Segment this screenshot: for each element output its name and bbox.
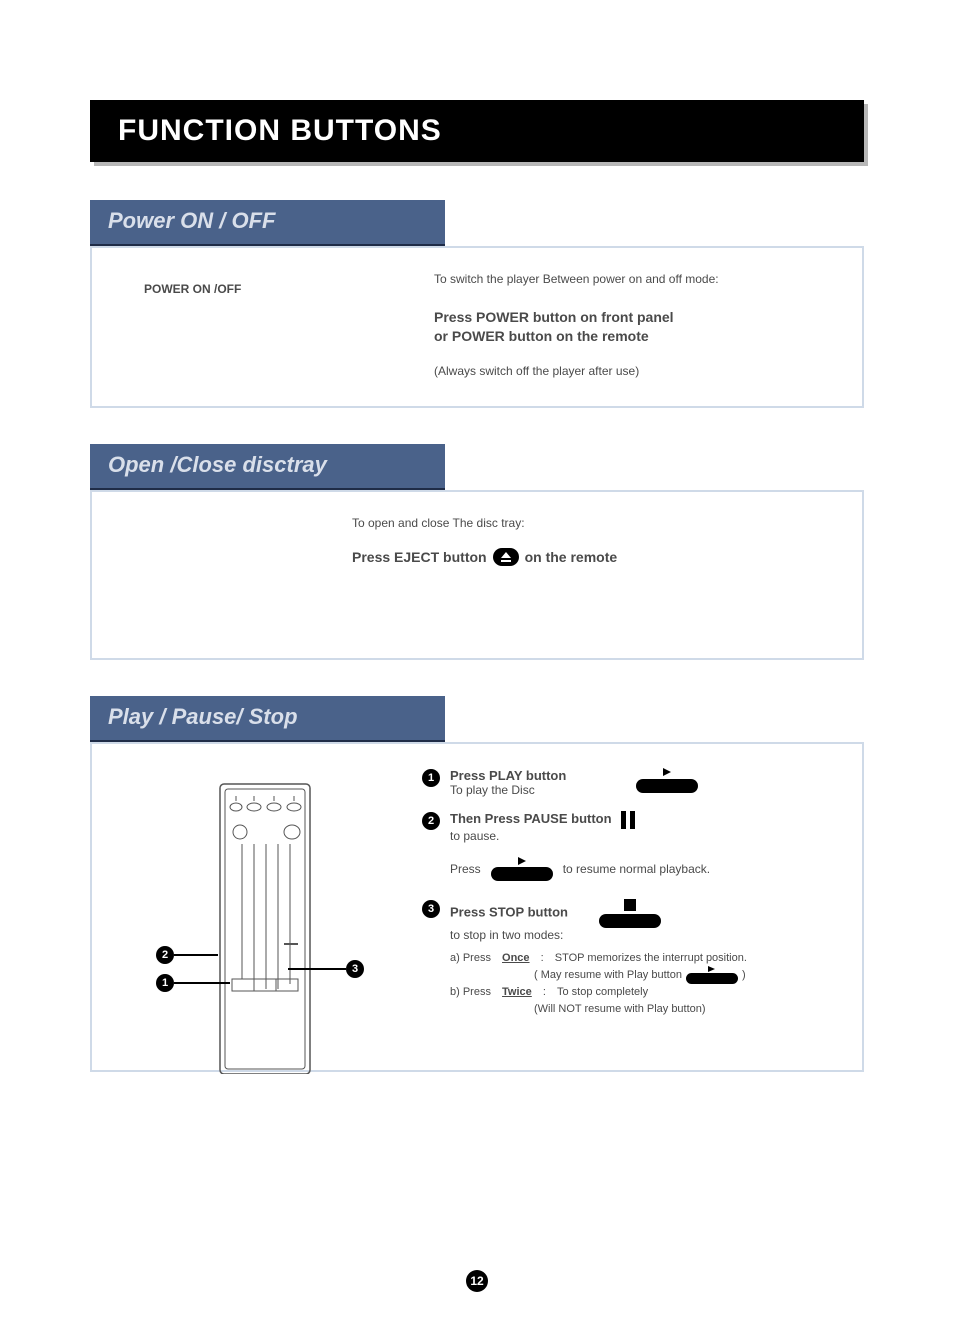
stop-b-key: Twice bbox=[502, 984, 532, 1001]
step-2-sub: to pause. bbox=[450, 829, 499, 843]
play-pill bbox=[636, 779, 698, 793]
stop-a-sub-prefix: ( May resume with Play button bbox=[534, 967, 682, 984]
page-title: FUNCTION BUTTONS bbox=[118, 114, 442, 147]
stop-b-sub-row: (Will NOT resume with Play button) bbox=[534, 1001, 842, 1018]
page-title-bar: FUNCTION BUTTONS bbox=[90, 100, 864, 162]
stop-button-graphic bbox=[599, 899, 661, 928]
resume-prefix: Press bbox=[450, 862, 481, 876]
power-right-content: To switch the player Between power on an… bbox=[434, 272, 840, 378]
play-icon bbox=[663, 768, 671, 776]
resume-suffix: to resume normal playback. bbox=[563, 862, 710, 876]
power-bold-lines: Press POWER button on front panel or POW… bbox=[434, 308, 840, 346]
stop-a-colon: : bbox=[541, 950, 544, 967]
section-heading-openclose-label: Open /Close disctray bbox=[108, 452, 327, 477]
eject-prefix: Press EJECT button bbox=[352, 549, 487, 565]
openclose-intro: To open and close The disc tray: bbox=[352, 516, 840, 530]
step-1-text: Press PLAY button To play the Disc bbox=[450, 768, 566, 797]
power-intro: To switch the player Between power on an… bbox=[434, 272, 840, 286]
step-3-text: Press STOP button to stop in two modes: bbox=[450, 899, 661, 942]
resume-pill bbox=[491, 867, 553, 881]
stop-a-text: STOP memorizes the interrupt position. bbox=[555, 950, 747, 967]
step-3: 3 Press STOP button to stop in two modes… bbox=[422, 899, 842, 942]
step-2: 2 Then Press PAUSE button to pause. bbox=[422, 811, 842, 843]
stop-a-play-graphic bbox=[686, 966, 738, 984]
stop-a-play-icon bbox=[708, 966, 715, 972]
step-3-number: 3 bbox=[422, 900, 440, 918]
callout-line-3 bbox=[288, 968, 346, 970]
step-1-number: 1 bbox=[422, 769, 440, 787]
stop-a-prefix: a) Press bbox=[450, 950, 491, 967]
callout-2: 2 bbox=[156, 946, 174, 964]
section-box-pps: 2 1 3 1 Press PLAY button To play the Di… bbox=[90, 742, 864, 1072]
resume-button-graphic bbox=[491, 857, 553, 881]
stop-pill bbox=[599, 914, 661, 928]
stop-icon bbox=[624, 899, 636, 911]
pause-icon bbox=[621, 811, 635, 829]
page-root: FUNCTION BUTTONS Power ON / OFF POWER ON… bbox=[0, 0, 954, 1340]
remote-illustration: 2 1 3 bbox=[112, 768, 412, 1038]
power-bold-line1: Press POWER button on front panel bbox=[434, 308, 840, 327]
stop-b-row: b) Press Twice : To stop completely bbox=[450, 984, 842, 1001]
stop-b-colon: : bbox=[543, 984, 546, 1001]
callout-line-2 bbox=[174, 954, 218, 956]
power-note: (Always switch off the player after use) bbox=[434, 364, 840, 378]
section-heading-openclose: Open /Close disctray bbox=[90, 444, 445, 490]
step-1-bold: Press PLAY button bbox=[450, 768, 566, 783]
step-3-bold: Press STOP button bbox=[450, 904, 568, 919]
section-heading-pps: Play / Pause/ Stop bbox=[90, 696, 445, 742]
eject-icon bbox=[493, 548, 519, 566]
eject-instruction: Press EJECT button on the remote bbox=[352, 548, 840, 566]
section-heading-power-label: Power ON / OFF bbox=[108, 208, 275, 233]
section-heading-pps-label: Play / Pause/ Stop bbox=[108, 704, 298, 729]
stop-a-row: a) Press Once : STOP memorizes the inter… bbox=[450, 950, 842, 967]
stop-b-sub: (Will NOT resume with Play button) bbox=[534, 1001, 706, 1018]
callout-3: 3 bbox=[346, 960, 364, 978]
step-1-sub: To play the Disc bbox=[450, 783, 535, 797]
power-left-label: POWER ON /OFF bbox=[144, 282, 241, 296]
resume-line: Press to resume normal playback. bbox=[450, 857, 842, 881]
stop-a-key: Once bbox=[502, 950, 530, 967]
stop-a-sub-suffix: ) bbox=[742, 967, 746, 984]
stop-a-pill bbox=[686, 973, 738, 984]
stop-a-sub-row: ( May resume with Play button ) bbox=[534, 966, 842, 984]
remote-svg bbox=[152, 774, 362, 1074]
section-box-power: POWER ON /OFF To switch the player Betwe… bbox=[90, 246, 864, 408]
step-2-number: 2 bbox=[422, 812, 440, 830]
step-3-sub: to stop in two modes: bbox=[450, 928, 563, 942]
step-2-text: Then Press PAUSE button to pause. bbox=[450, 811, 635, 843]
step-1: 1 Press PLAY button To play the Disc bbox=[422, 768, 842, 797]
stop-b-prefix: b) Press bbox=[450, 984, 491, 1001]
page-number: 12 bbox=[466, 1270, 488, 1292]
play-button-graphic bbox=[636, 768, 698, 793]
callout-1: 1 bbox=[156, 974, 174, 992]
stop-b-text: To stop completely bbox=[557, 984, 648, 1001]
eject-suffix: on the remote bbox=[525, 549, 618, 565]
power-bold-line2: or POWER button on the remote bbox=[434, 327, 840, 346]
callout-line-1 bbox=[174, 982, 230, 984]
step-2-bold: Then Press PAUSE button bbox=[450, 811, 612, 826]
section-box-openclose: To open and close The disc tray: Press E… bbox=[90, 490, 864, 660]
openclose-content: To open and close The disc tray: Press E… bbox=[352, 516, 840, 566]
stop-details: a) Press Once : STOP memorizes the inter… bbox=[450, 950, 842, 1018]
resume-play-icon bbox=[518, 857, 526, 865]
section-heading-power: Power ON / OFF bbox=[90, 200, 445, 246]
steps-column: 1 Press PLAY button To play the Disc 2 T… bbox=[422, 768, 842, 1038]
